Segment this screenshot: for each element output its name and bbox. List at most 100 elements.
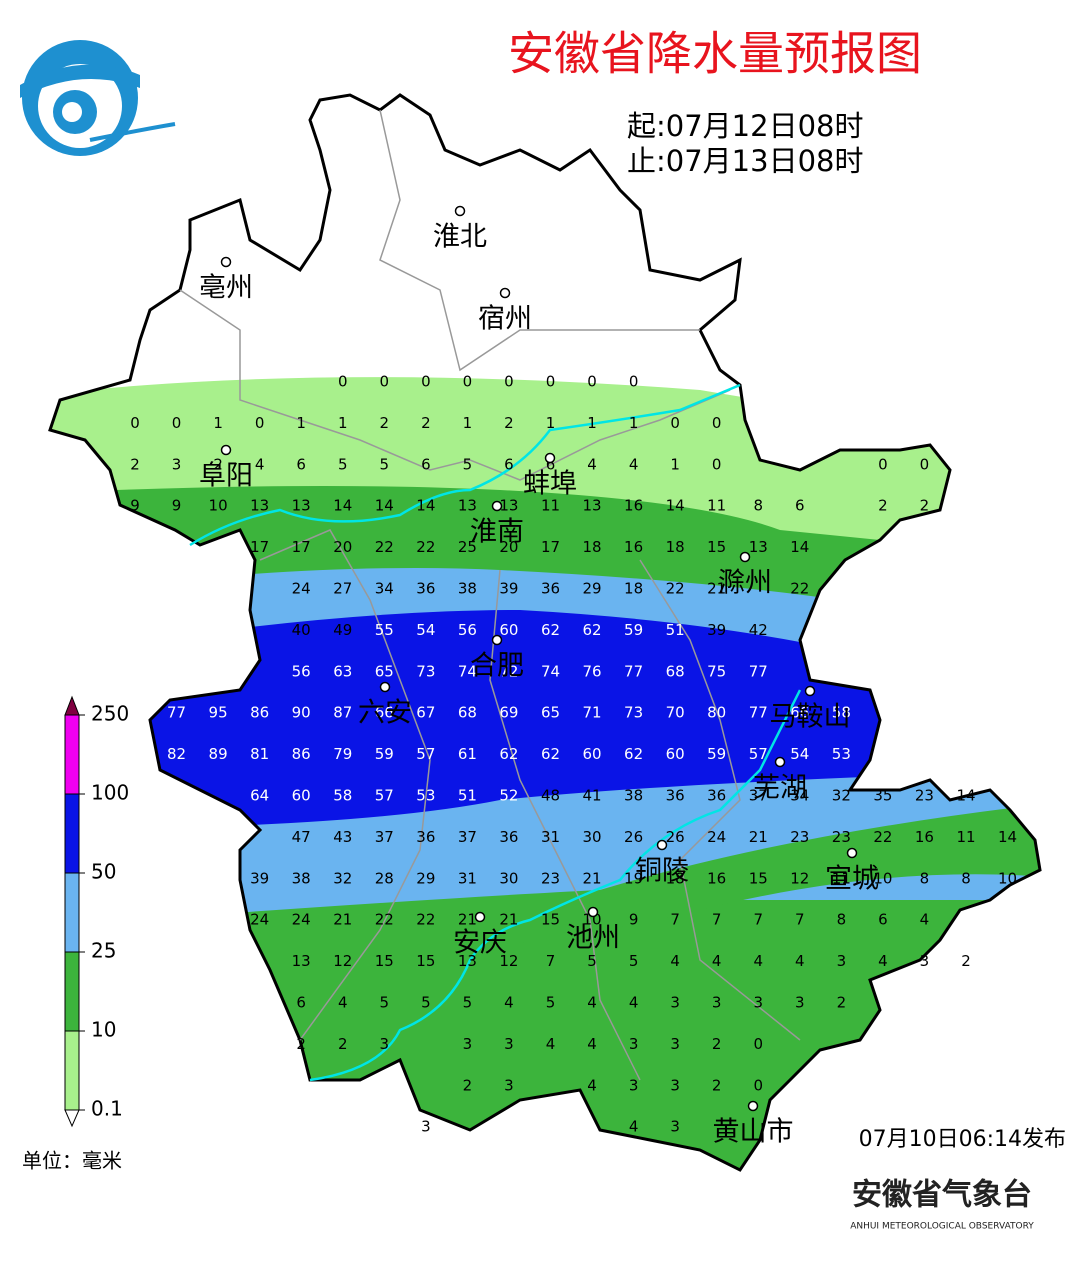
grid-value: 3 bbox=[837, 952, 847, 970]
grid-value: 0 bbox=[130, 414, 140, 432]
grid-value: 2 bbox=[712, 1076, 722, 1094]
city-dot bbox=[544, 452, 556, 464]
grid-value: 0 bbox=[712, 455, 722, 473]
legend-swatch bbox=[64, 714, 80, 795]
city-name: 亳州 bbox=[199, 273, 253, 304]
grid-value: 21 bbox=[458, 911, 477, 929]
grid-value: 21 bbox=[333, 911, 352, 929]
grid-value: 0 bbox=[587, 373, 597, 391]
grid-value: 22 bbox=[873, 828, 892, 846]
grid-value: 57 bbox=[416, 745, 435, 763]
grid-value: 6 bbox=[421, 455, 431, 473]
grid-value: 22 bbox=[375, 911, 394, 929]
grid-value: 55 bbox=[375, 621, 394, 639]
grid-value: 1 bbox=[546, 414, 556, 432]
grid-value: 31 bbox=[458, 869, 477, 887]
grid-value: 11 bbox=[956, 828, 975, 846]
grid-value: 3 bbox=[463, 1035, 473, 1053]
grid-value: 5 bbox=[463, 994, 473, 1012]
grid-value: 13 bbox=[292, 952, 311, 970]
grid-value: 51 bbox=[666, 621, 685, 639]
grid-value: 81 bbox=[250, 745, 269, 763]
grid-value: 3 bbox=[920, 952, 930, 970]
grid-value: 0 bbox=[753, 1076, 763, 1094]
grid-value: 62 bbox=[624, 745, 643, 763]
grid-value: 3 bbox=[712, 994, 722, 1012]
grid-value: 3 bbox=[629, 1035, 639, 1053]
grid-value: 2 bbox=[878, 497, 888, 515]
grid-value: 86 bbox=[250, 704, 269, 722]
grid-value: 13 bbox=[749, 538, 768, 556]
grid-value: 52 bbox=[499, 787, 518, 805]
grid-value: 9 bbox=[172, 497, 182, 515]
legend-swatch bbox=[64, 793, 80, 874]
grid-value: 65 bbox=[541, 704, 560, 722]
grid-value: 14 bbox=[333, 497, 352, 515]
grid-value: 62 bbox=[583, 621, 602, 639]
grid-value: 6 bbox=[795, 497, 805, 515]
grid-value: 13 bbox=[499, 497, 518, 515]
grid-value: 58 bbox=[832, 704, 851, 722]
grid-value: 18 bbox=[666, 869, 685, 887]
grid-value: 2 bbox=[213, 455, 223, 473]
legend-label: 50 bbox=[91, 860, 116, 884]
grid-value: 54 bbox=[416, 621, 435, 639]
grid-value: 5 bbox=[380, 455, 390, 473]
city-dot bbox=[491, 500, 503, 512]
grid-value: 73 bbox=[624, 704, 643, 722]
grid-value: 76 bbox=[583, 662, 602, 680]
grid-value: 28 bbox=[375, 869, 394, 887]
city-dot bbox=[587, 906, 599, 918]
grid-value: 26 bbox=[666, 828, 685, 846]
city-name: 淮北 bbox=[433, 222, 487, 253]
grid-value: 77 bbox=[749, 662, 768, 680]
grid-value: 14 bbox=[998, 828, 1017, 846]
grid-value: 56 bbox=[458, 621, 477, 639]
grid-value: 27 bbox=[333, 580, 352, 598]
grid-value: 0 bbox=[753, 1035, 763, 1053]
grid-value: 0 bbox=[878, 455, 888, 473]
grid-value: 16 bbox=[624, 497, 643, 515]
grid-value: 4 bbox=[587, 455, 597, 473]
grid-value: 36 bbox=[416, 580, 435, 598]
grid-value: 4 bbox=[587, 1035, 597, 1053]
grid-value: 2 bbox=[504, 414, 514, 432]
grid-value: 13 bbox=[292, 497, 311, 515]
grid-value: 4 bbox=[878, 952, 888, 970]
grid-value: 89 bbox=[209, 745, 228, 763]
grid-value: 14 bbox=[956, 787, 975, 805]
grid-value: 4 bbox=[587, 994, 597, 1012]
grid-value: 4 bbox=[546, 1035, 556, 1053]
grid-value: 18 bbox=[583, 538, 602, 556]
grid-value: 64 bbox=[250, 787, 269, 805]
grid-value: 2 bbox=[837, 994, 847, 1012]
city-name: 黄山市 bbox=[713, 1117, 794, 1148]
grid-value: 8 bbox=[753, 497, 763, 515]
city-name: 六安 bbox=[358, 698, 412, 729]
city-name: 阜阳 bbox=[199, 461, 253, 492]
grid-value: 10 bbox=[209, 497, 228, 515]
grid-value: 60 bbox=[499, 621, 518, 639]
grid-value: 1 bbox=[670, 455, 680, 473]
city-name: 铜陵 bbox=[635, 856, 689, 887]
grid-value: 0 bbox=[920, 455, 930, 473]
legend-swatch bbox=[64, 1030, 80, 1111]
grid-value: 66 bbox=[375, 704, 394, 722]
grid-value: 2 bbox=[338, 1035, 348, 1053]
grid-value: 2 bbox=[961, 952, 971, 970]
grid-value: 2 bbox=[463, 1076, 473, 1094]
grid-value: 5 bbox=[338, 455, 348, 473]
grid-value: 77 bbox=[167, 704, 186, 722]
grid-value: 19 bbox=[624, 869, 643, 887]
legend-swatch bbox=[64, 872, 80, 953]
city-name: 安庆 bbox=[453, 928, 507, 959]
grid-value: 22 bbox=[375, 538, 394, 556]
city-name: 合肥 bbox=[470, 651, 524, 682]
grid-value: 61 bbox=[458, 745, 477, 763]
city-name: 宿州 bbox=[478, 304, 532, 335]
city-name: 马鞍山 bbox=[770, 702, 851, 733]
grid-value: 68 bbox=[458, 704, 477, 722]
grid-value: 3 bbox=[670, 994, 680, 1012]
grid-value: 1 bbox=[587, 414, 597, 432]
